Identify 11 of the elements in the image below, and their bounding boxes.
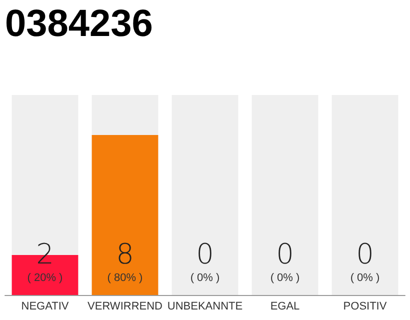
- data-label: 0 ( 0% ): [350, 238, 380, 284]
- x-tick-label: EGAL: [270, 300, 300, 312]
- chart-title: 0384236: [5, 3, 153, 45]
- x-tick-label: VERWIRREND: [88, 300, 163, 312]
- x-tick-label: UNBEKANNTE: [167, 300, 243, 312]
- data-label: 0 ( 0% ): [190, 238, 220, 284]
- data-label: 2 ( 20% ): [27, 238, 63, 284]
- data-label: 8 ( 80% ): [107, 238, 143, 284]
- x-tick-label: POSITIV: [343, 300, 388, 312]
- x-tick-label: NEGATIV: [21, 300, 70, 312]
- data-label: 0 ( 0% ): [270, 238, 300, 284]
